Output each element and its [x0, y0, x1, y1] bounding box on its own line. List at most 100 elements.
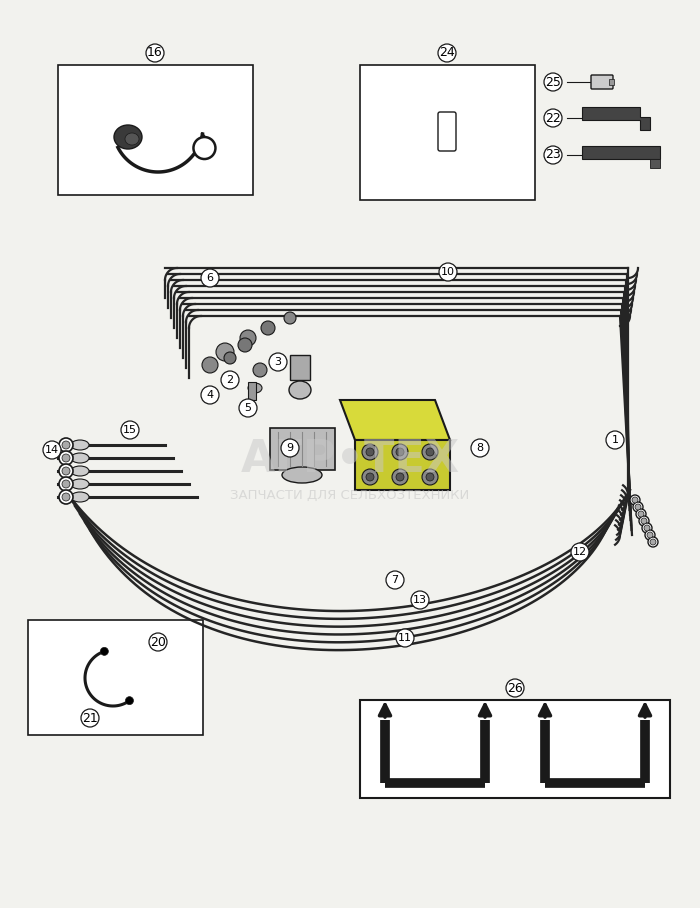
Circle shape	[224, 352, 236, 364]
Circle shape	[59, 451, 73, 465]
Circle shape	[121, 421, 139, 439]
Text: 25: 25	[545, 75, 561, 88]
Text: 23: 23	[545, 149, 561, 162]
Ellipse shape	[71, 492, 89, 502]
Circle shape	[59, 464, 73, 478]
Bar	[248, 382, 256, 400]
Text: АГР•ТЕХ: АГР•ТЕХ	[240, 439, 460, 481]
Ellipse shape	[248, 383, 262, 393]
Circle shape	[193, 137, 216, 159]
Text: 4: 4	[206, 390, 214, 400]
Bar	[28, 620, 203, 735]
Text: 24: 24	[439, 46, 455, 60]
Text: 12: 12	[573, 547, 587, 557]
Ellipse shape	[289, 381, 311, 399]
Circle shape	[422, 444, 438, 460]
Circle shape	[125, 696, 134, 705]
Circle shape	[471, 439, 489, 457]
Circle shape	[426, 448, 434, 456]
Text: 8: 8	[477, 443, 484, 453]
Circle shape	[100, 647, 108, 656]
Circle shape	[62, 441, 70, 449]
Circle shape	[240, 330, 256, 346]
Text: 15: 15	[123, 425, 137, 435]
Bar	[360, 700, 670, 798]
Circle shape	[396, 448, 404, 456]
Polygon shape	[355, 440, 450, 490]
Circle shape	[81, 709, 99, 727]
Polygon shape	[582, 146, 660, 159]
Circle shape	[59, 490, 73, 504]
Circle shape	[633, 502, 643, 512]
Circle shape	[396, 629, 414, 647]
Circle shape	[62, 454, 70, 462]
Circle shape	[366, 448, 374, 456]
Circle shape	[544, 146, 562, 164]
Circle shape	[146, 44, 164, 62]
Circle shape	[253, 363, 267, 377]
Bar	[609, 79, 614, 85]
Circle shape	[644, 525, 650, 531]
Circle shape	[392, 444, 408, 460]
Text: 13: 13	[413, 595, 427, 605]
Text: 6: 6	[206, 273, 214, 283]
Circle shape	[438, 44, 456, 62]
Circle shape	[221, 371, 239, 389]
Circle shape	[62, 467, 70, 475]
Ellipse shape	[114, 125, 142, 149]
Circle shape	[636, 509, 646, 519]
Circle shape	[639, 516, 649, 526]
Circle shape	[366, 473, 374, 481]
Bar	[290, 355, 310, 380]
Circle shape	[202, 357, 218, 373]
Circle shape	[645, 530, 655, 540]
Circle shape	[362, 469, 378, 485]
Polygon shape	[650, 159, 660, 168]
Text: 7: 7	[391, 575, 398, 585]
Text: 22: 22	[545, 112, 561, 124]
Ellipse shape	[71, 440, 89, 450]
Circle shape	[62, 480, 70, 488]
Circle shape	[59, 438, 73, 452]
Polygon shape	[340, 400, 450, 440]
Circle shape	[281, 439, 299, 457]
Circle shape	[201, 269, 219, 287]
Circle shape	[506, 679, 524, 697]
Circle shape	[396, 473, 404, 481]
Bar	[58, 65, 253, 195]
Circle shape	[641, 518, 647, 524]
Ellipse shape	[71, 479, 89, 489]
Text: 11: 11	[398, 633, 412, 643]
Circle shape	[571, 543, 589, 561]
Circle shape	[635, 504, 641, 510]
Circle shape	[239, 399, 257, 417]
Circle shape	[606, 431, 624, 449]
Circle shape	[201, 386, 219, 404]
Circle shape	[362, 444, 378, 460]
Circle shape	[650, 539, 656, 545]
Circle shape	[59, 477, 73, 491]
Circle shape	[544, 109, 562, 127]
Text: 20: 20	[150, 636, 166, 648]
Circle shape	[439, 263, 457, 281]
FancyBboxPatch shape	[438, 112, 456, 151]
Circle shape	[642, 523, 652, 533]
Ellipse shape	[282, 467, 322, 483]
Bar	[360, 65, 535, 200]
Circle shape	[647, 532, 653, 538]
Text: 1: 1	[612, 435, 619, 445]
Ellipse shape	[125, 133, 139, 145]
Circle shape	[544, 73, 562, 91]
Text: 2: 2	[226, 375, 234, 385]
Circle shape	[392, 469, 408, 485]
Circle shape	[269, 353, 287, 371]
Circle shape	[422, 469, 438, 485]
Text: ЗАПЧАСТИ ДЛЯ СЕЛЬХОЗТЕХНИКИ: ЗАПЧАСТИ ДЛЯ СЕЛЬХОЗТЕХНИКИ	[230, 489, 470, 501]
Circle shape	[632, 497, 638, 503]
Text: 5: 5	[244, 403, 251, 413]
Circle shape	[630, 495, 640, 505]
Circle shape	[386, 571, 404, 589]
Circle shape	[272, 354, 284, 366]
Circle shape	[411, 591, 429, 609]
Circle shape	[638, 511, 644, 517]
